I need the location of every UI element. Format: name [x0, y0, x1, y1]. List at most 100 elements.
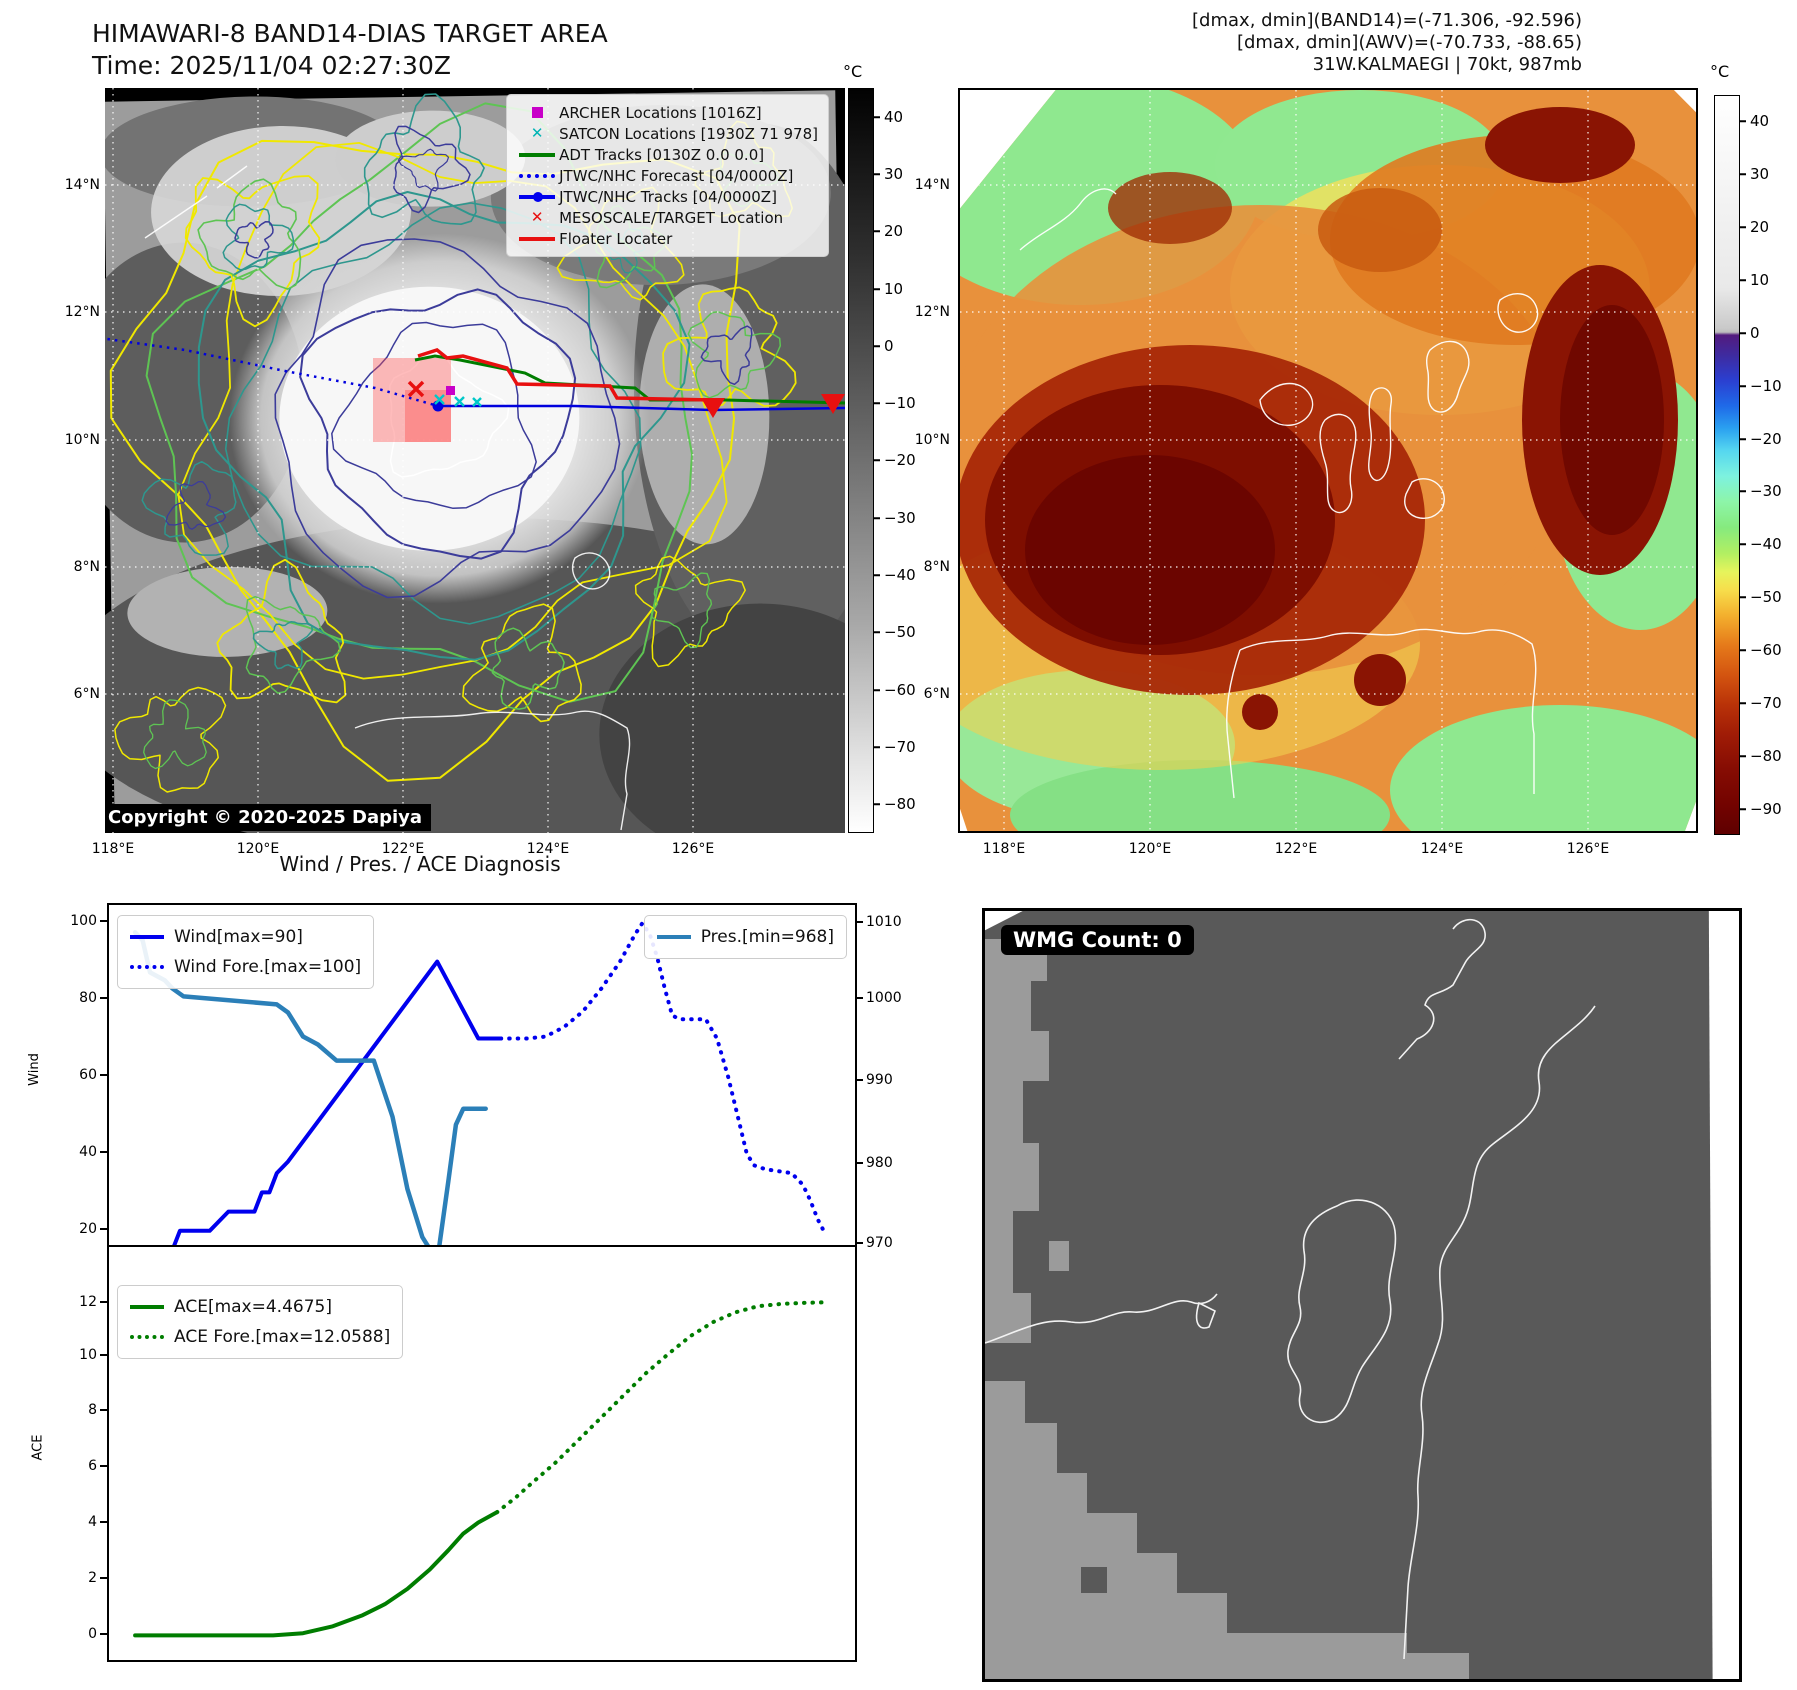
tick-label: −80: [884, 795, 916, 813]
tick-label: 8°N: [73, 559, 100, 575]
pressure-legend: Pres.[min=968]: [643, 915, 847, 959]
tick-label: 126°E: [1566, 841, 1610, 857]
tick-label: −60: [1750, 641, 1782, 659]
tick-label: 80: [79, 990, 97, 1006]
tick-label: 10: [1750, 271, 1770, 289]
tick-label: 118°E: [982, 841, 1026, 857]
band14-legend: ARCHER Locations [1016Z] ✕ SATCON Locatio…: [506, 94, 829, 257]
tick-label: 10: [884, 280, 904, 298]
tick-label: 120°E: [1128, 841, 1172, 857]
tick-label: −70: [1750, 694, 1782, 712]
ace-chart: ACE[max=4.4675] ACE Fore.[max=12.0588]: [107, 1245, 857, 1662]
tick-label: −80: [1750, 747, 1782, 765]
pressure-y-axis: 1010 1000 990 980 970: [866, 903, 916, 1251]
band14-title: HIMAWARI-8 BAND14-DIAS TARGET AREA: [92, 19, 608, 48]
legend-item: ADT Tracks [0130Z 0.0 0.0]: [515, 144, 818, 165]
wind-legend: Wind[max=90] Wind Fore.[max=100]: [117, 915, 375, 989]
floater-locater-line: [417, 348, 713, 402]
archer-square-icon: [515, 107, 559, 118]
tick-label: 120°E: [236, 841, 280, 857]
band14-title-block: HIMAWARI-8 BAND14-DIAS TARGET AREA Time:…: [92, 18, 608, 82]
forecast-dotted-icon: [515, 173, 559, 178]
series-Wind Fore.[max=100]: [498, 921, 826, 1233]
tick-label: 0: [1750, 324, 1760, 342]
legend-item: JTWC/NHC Tracks [04/0000Z]: [515, 186, 818, 207]
copyright-watermark: Copyright © 2020-2025 Dapiya: [105, 804, 432, 831]
wind-pressure-chart: Wind[max=90] Wind Fore.[max=100] Pres.[m…: [107, 903, 857, 1249]
wind-y-axis: 100 80 60 40 20: [55, 903, 97, 1245]
tick-label: 40: [79, 1144, 97, 1160]
ace-axis-label: ACE: [30, 1434, 46, 1461]
tick-label: 40: [1750, 112, 1770, 130]
tick-label: 8°N: [923, 559, 950, 575]
tick-label: −70: [884, 738, 916, 756]
wmg-map-panel: WMG Count: 0: [982, 908, 1742, 1682]
tick-label: −50: [1750, 588, 1782, 606]
tick-label: 970: [866, 1235, 893, 1251]
awv-satellite-image: [960, 90, 1696, 831]
tick-label: 124°E: [1420, 841, 1464, 857]
tick-label: −30: [884, 509, 916, 527]
satcon-x-icon: ✕: [530, 124, 544, 142]
band14-satellite-image: [105, 88, 845, 833]
tick-label: −40: [884, 566, 916, 584]
wmg-count-badge: WMG Count: 0: [1001, 925, 1194, 955]
track-overlays: [105, 337, 845, 442]
archer-marker: [446, 386, 455, 395]
tick-label: 100: [70, 913, 97, 929]
storm-id-intensity: 31W.KALMAEGI | 70kt, 987mb: [1312, 54, 1582, 75]
tick-label: 20: [884, 222, 904, 240]
wmg-coastlines: [985, 920, 1595, 1659]
tick-label: 8: [88, 1402, 97, 1418]
tick-label: 980: [866, 1155, 893, 1171]
floater-line-icon: [515, 236, 559, 241]
band14-lon-axis: 118°E 120°E 122°E 124°E 126°E: [92, 841, 845, 861]
adt-line-icon: [515, 152, 559, 157]
tick-label: 40: [884, 108, 904, 126]
tick-label: 30: [1750, 165, 1770, 183]
tick-label: 122°E: [1274, 841, 1318, 857]
tick-label: −60: [884, 681, 916, 699]
tick-label: 12: [79, 1294, 97, 1310]
legend-item: JTWC/NHC Forecast [04/0000Z]: [515, 165, 818, 186]
series-ACE[max=4.4675]: [133, 1510, 499, 1638]
tick-label: −10: [1750, 377, 1782, 395]
wmg-light-patches: [985, 939, 1469, 1679]
tick-label: 14°N: [914, 177, 950, 193]
tick-label: 20: [79, 1221, 97, 1237]
tick-label: 2: [88, 1570, 97, 1586]
series-Wind[max=90]: [171, 959, 503, 1247]
mesoscale-x-icon: ✕: [530, 208, 544, 226]
awv-colorbar: [1714, 95, 1740, 835]
tick-label: 12°N: [64, 304, 100, 320]
awv-map-panel: [958, 88, 1698, 833]
band14-colorbar: [848, 88, 874, 833]
tick-label: 14°N: [64, 177, 100, 193]
series-ACE Fore.[max=12.0588]: [494, 1300, 828, 1515]
wmg-map: [985, 911, 1739, 1679]
tick-label: −50: [884, 623, 916, 641]
tick-label: 118°E: [91, 841, 135, 857]
awv-colorbar-ticks: 40 30 20 10 0 −10 −20 −30 −40 −50 −60 −70 −80 −90: [1750, 95, 1794, 835]
tick-label: 30: [884, 165, 904, 183]
tick-label: 990: [866, 1072, 893, 1088]
target-x-marker: [407, 380, 425, 398]
tick-label: −30: [1750, 482, 1782, 500]
tick-label: 122°E: [381, 841, 425, 857]
ace-legend: ACE[max=4.4675] ACE Fore.[max=12.0588]: [117, 1285, 404, 1359]
band14-colorbar-ticks: 40 30 20 10 0 −10 −20 −30 −40 −50 −60 −70 −80: [884, 88, 928, 833]
tick-label: 1010: [866, 914, 902, 930]
legend-item: ARCHER Locations [1016Z]: [515, 102, 818, 123]
ace-plot-area: [133, 1300, 828, 1638]
floater-arrow: [701, 398, 725, 418]
dmax-dmin-band14: [dmax, dmin](BAND14)=(-71.306, -92.596): [1192, 10, 1582, 31]
tick-label: 6: [88, 1458, 97, 1474]
tick-label: 6°N: [923, 686, 950, 702]
jtwc-track-line: [438, 404, 845, 412]
band14-map-panel: ARCHER Locations [1016Z] ✕ SATCON Locatio…: [105, 88, 845, 833]
band14-coastlines: [144, 165, 631, 831]
band14-colorbar-unit: °C: [843, 62, 863, 81]
legend-item: ✕ SATCON Locations [1930Z 71 978]: [515, 123, 818, 144]
tick-label: 60: [79, 1067, 97, 1083]
